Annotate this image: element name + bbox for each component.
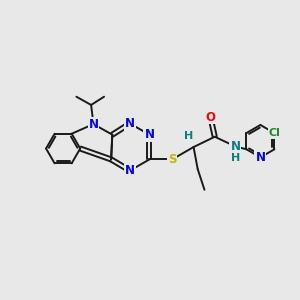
Text: N: N xyxy=(230,140,240,153)
Text: H: H xyxy=(184,131,193,141)
Text: N: N xyxy=(125,117,135,130)
Text: H: H xyxy=(231,153,240,163)
Text: S: S xyxy=(168,153,176,166)
Text: N: N xyxy=(255,151,266,164)
Text: N: N xyxy=(125,164,135,177)
Text: N: N xyxy=(144,128,154,141)
Text: Cl: Cl xyxy=(268,128,280,138)
Text: O: O xyxy=(206,110,215,124)
Text: N: N xyxy=(88,118,98,130)
